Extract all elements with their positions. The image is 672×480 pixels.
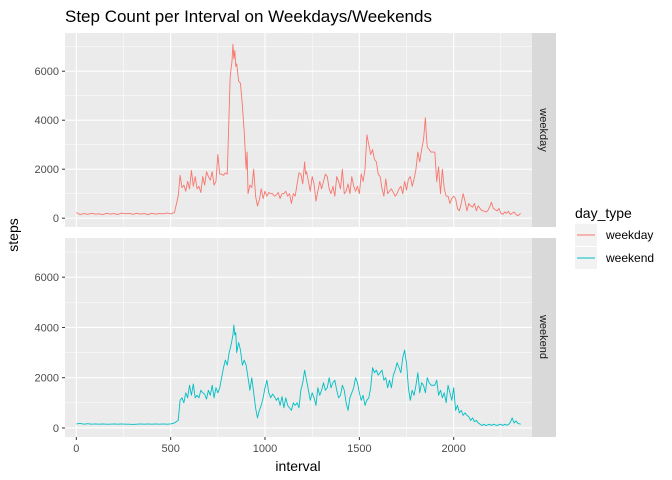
series-line-weekday (76, 43, 521, 217)
panel-weekend: weekend (65, 238, 556, 437)
panel-weekday-series (76, 43, 521, 217)
x-axis-ticks: 0 500 1000 1500 2000 (73, 437, 466, 455)
x-axis-title: interval (275, 458, 320, 474)
x-tick-label: 0 (73, 443, 79, 455)
strip-label-weekend: weekend (537, 314, 549, 359)
legend-label-weekday: weekday (605, 228, 653, 242)
y-tick-label: 2000 (35, 164, 59, 176)
y-tick-label: 0 (53, 423, 59, 435)
chart-title: Step Count per Interval on Weekdays/Week… (65, 7, 432, 26)
x-tick-label: 1000 (253, 443, 277, 455)
y-tick-label: 2000 (35, 373, 59, 385)
y-tick-label: 4000 (35, 322, 59, 334)
legend: day_type weekday weekend (575, 205, 654, 269)
panel-weekday-grid (65, 33, 532, 227)
strip-weekday (532, 33, 556, 227)
y-tick-label: 6000 (35, 66, 59, 78)
series-line-weekend (76, 324, 521, 426)
legend-label-weekend: weekend (605, 251, 654, 265)
y-tick-label: 4000 (35, 115, 59, 127)
x-tick-label: 500 (161, 443, 179, 455)
strip-label-weekday: weekday (537, 107, 549, 152)
x-tick-label: 1500 (347, 443, 371, 455)
x-tick-label: 2000 (441, 443, 465, 455)
strip-weekend (532, 238, 556, 437)
legend-title: day_type (575, 205, 632, 221)
y-tick-label: 0 (53, 213, 59, 225)
y-axis-ticks: 0 2000 4000 6000 0 2000 4000 6000 (35, 66, 65, 435)
y-tick-label: 6000 (35, 272, 59, 284)
y-axis-title: steps (5, 218, 21, 251)
panel-weekend-series (76, 324, 521, 426)
panel-weekday: weekday (65, 33, 556, 227)
panel-weekend-grid (65, 238, 532, 437)
